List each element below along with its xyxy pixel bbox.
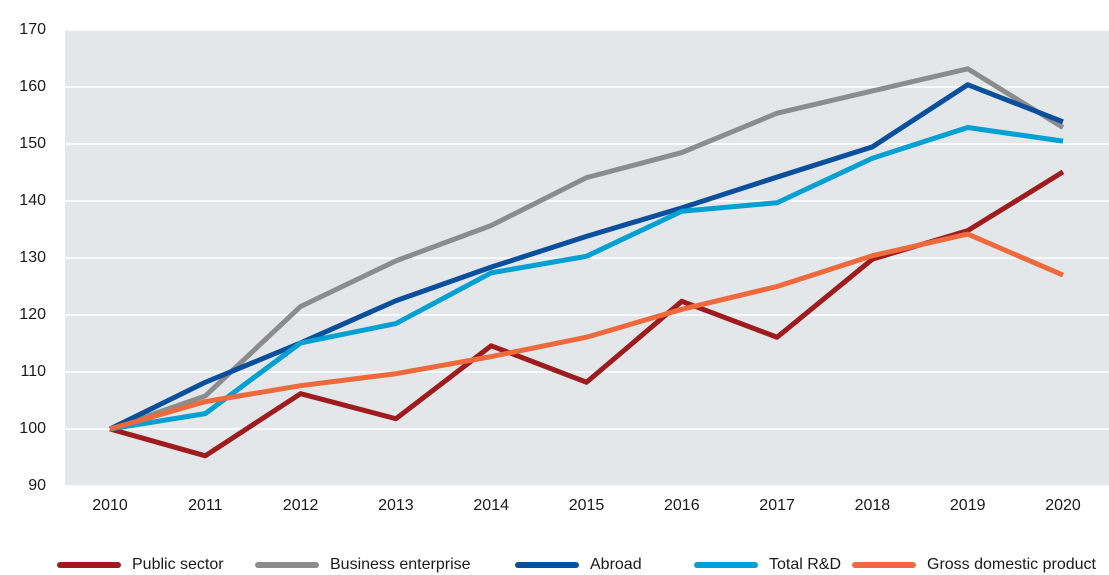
x-tick-label: 2010 bbox=[92, 497, 128, 514]
series-line bbox=[109, 231, 1064, 432]
y-tick-label: 150 bbox=[19, 135, 46, 152]
y-tick-label: 170 bbox=[19, 21, 46, 38]
x-tick-label: 2016 bbox=[664, 497, 700, 514]
legend-label: Total R&D bbox=[769, 556, 841, 573]
legend-label: Business enterprise bbox=[330, 556, 471, 573]
y-tick-label: 140 bbox=[19, 192, 46, 209]
y-tick-label: 160 bbox=[19, 78, 46, 95]
y-tick-label: 130 bbox=[19, 249, 46, 266]
x-tick-label: 2013 bbox=[378, 497, 414, 514]
y-tick-label: 90 bbox=[28, 477, 46, 494]
x-tick-label: 2011 bbox=[188, 497, 223, 514]
x-tick-label: 2017 bbox=[759, 497, 795, 514]
series-line bbox=[108, 82, 1064, 432]
x-tick-label: 2015 bbox=[569, 497, 605, 514]
legend-label: Abroad bbox=[590, 556, 642, 573]
x-tick-label: 2014 bbox=[473, 497, 509, 514]
legend-label: Gross domestic product bbox=[927, 556, 1097, 573]
series-line bbox=[109, 124, 1064, 432]
y-tick-label: 110 bbox=[20, 363, 46, 380]
x-tick-label: 2019 bbox=[950, 497, 986, 514]
y-tick-label: 120 bbox=[19, 306, 46, 323]
y-tick-label: 100 bbox=[19, 420, 46, 437]
x-tick-label: 2012 bbox=[283, 497, 319, 514]
x-tick-label: 2018 bbox=[855, 497, 891, 514]
legend-label: Public sector bbox=[132, 556, 224, 573]
x-tick-label: 2020 bbox=[1045, 497, 1081, 514]
series-line bbox=[109, 66, 1065, 432]
